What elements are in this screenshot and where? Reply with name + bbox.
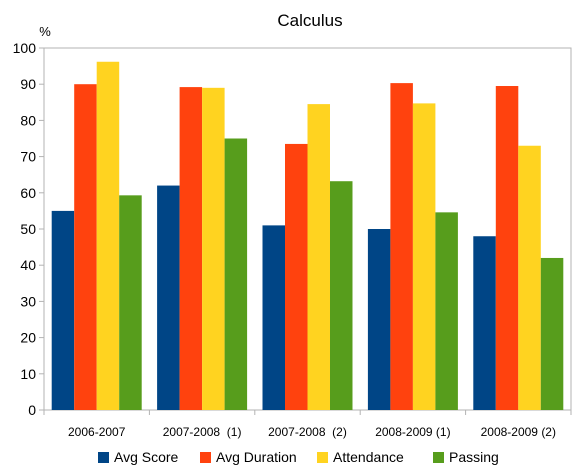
bar-passing-2008-2009-2 [540,257,564,410]
y-tick-label: 100 [13,40,37,56]
bar-passing-2006-2007 [119,195,142,410]
bar-attendance-2008-2009-1 [412,103,436,411]
y-axis: 0 10 20 30 40 50 60 70 80 90 100 [13,40,44,418]
y-tick-label: 20 [20,330,36,346]
legend-label-avg-score: Avg Score [114,449,179,465]
legend-swatch-avg-score [98,452,109,463]
legend: Avg Score Avg Duration Attendance Passing [98,449,499,465]
y-tick-label: 50 [20,221,36,237]
bar-passing-2007-2008-1 [224,138,248,410]
x-tick-label: 2008-2009 (2) [481,425,556,439]
chart-title: Calculus [277,11,342,30]
bar-avg-score-2007-2008-1 [157,185,180,410]
legend-swatch-passing [433,452,444,463]
y-tick-label: 90 [20,76,36,92]
bar-attendance-2007-2008-1 [202,87,225,410]
y-tick-label: 70 [20,149,36,165]
x-tick-label: 2007-2008 (2) [268,425,347,439]
bar-avg-score-2008-2009-1 [367,229,391,410]
bar-attendance-2006-2007 [96,61,120,410]
bar-avg-duration-2007-2008-1 [179,87,203,410]
bar-avg-score-2008-2009-2 [473,236,496,410]
bar-attendance-2007-2008-2 [307,104,330,411]
bar-avg-duration-2008-2009-2 [495,86,519,410]
bar-avg-duration-2006-2007 [74,84,97,410]
y-tick-label: 60 [20,185,36,201]
x-tick-label: 2007-2008 (1) [163,425,242,439]
legend-label-attendance: Attendance [333,449,404,465]
bar-avg-score-2006-2007 [51,210,75,410]
legend-swatch-attendance [317,452,328,463]
x-axis: 2006-2007 2007-2008 (1) 2007-2008 (2) 2008-… [43,410,572,439]
legend-swatch-avg-duration [200,452,211,463]
y-tick-label: 0 [28,402,36,418]
x-tick-label: 2008-2009 (1) [375,425,450,439]
legend-label-passing: Passing [449,449,499,465]
plot-area [43,47,572,411]
bar-passing-2008-2009-1 [435,212,458,410]
y-tick-label: 10 [20,366,36,382]
y-tick-label: 80 [20,112,36,128]
bar-avg-duration-2008-2009-1 [390,83,413,410]
bar-passing-2007-2008-2 [330,181,353,410]
bar-avg-duration-2007-2008-2 [285,143,308,410]
y-axis-label: % [39,24,51,39]
bar-avg-score-2007-2008-2 [262,225,285,410]
x-tick-label: 2006-2007 [68,425,126,439]
y-tick-label: 30 [20,293,36,309]
y-tick-label: 40 [20,257,36,273]
bar-attendance-2008-2009-2 [518,145,541,411]
legend-label-avg-duration: Avg Duration [216,449,297,465]
